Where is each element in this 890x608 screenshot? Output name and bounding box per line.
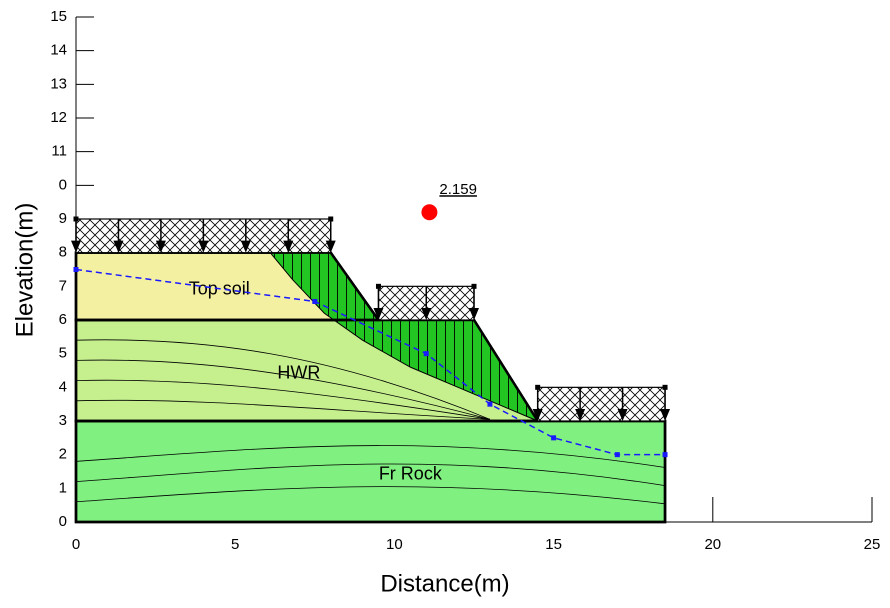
y-tick-label: 14 [50, 42, 67, 59]
y-tick-label: 7 [59, 277, 67, 294]
y-tick-label: 1 [59, 479, 67, 496]
load-corner [328, 217, 333, 222]
surface-load [538, 387, 665, 421]
piezometric-point [74, 267, 79, 272]
y-tick-label: 15 [50, 8, 67, 25]
x-tick-label: 5 [231, 536, 239, 553]
load-corner [663, 385, 668, 390]
piezometric-point [551, 435, 556, 440]
y-axis-title: Elevation(m) [11, 203, 38, 338]
region-label: HWR [277, 363, 320, 383]
y-tick-label: 11 [51, 143, 67, 160]
region-label: Fr Rock [379, 464, 443, 484]
y-tick-label: 6 [59, 311, 67, 328]
piezometric-point [424, 351, 429, 356]
chart: Distance(m) Elevation(m) 051015202501234… [0, 0, 890, 608]
load-corner [74, 217, 79, 222]
x-tick-label: 10 [386, 536, 403, 553]
load-corner [472, 284, 477, 289]
soil-layer [76, 421, 665, 522]
y-tick-label: 2 [59, 446, 67, 463]
y-tick-label: 3 [59, 412, 67, 429]
x-tick-label: 0 [72, 536, 80, 553]
y-tick-label: 12 [50, 109, 67, 126]
piezometric-point [312, 299, 317, 304]
piezometric-point [615, 452, 620, 457]
y-tick-label: 5 [59, 345, 67, 362]
piezometric-point [663, 452, 668, 457]
x-tick-label: 25 [864, 536, 881, 553]
y-tick-label: 8 [59, 244, 67, 261]
slip-center [421, 204, 437, 220]
y-tick-label: 13 [50, 75, 67, 92]
y-tick-label: 4 [59, 378, 67, 395]
y-tick-label: 0 [59, 513, 67, 530]
load-corner [376, 284, 381, 289]
factor-of-safety-label: 2.159 [439, 181, 477, 198]
y-tick-label: 0 [59, 176, 67, 193]
load-corner [535, 385, 540, 390]
x-axis-title: Distance(m) [380, 570, 509, 597]
x-tick-label: 20 [704, 536, 721, 553]
x-tick-label: 15 [545, 536, 562, 553]
y-tick-label: 9 [59, 210, 67, 227]
piezometric-point [487, 402, 492, 407]
